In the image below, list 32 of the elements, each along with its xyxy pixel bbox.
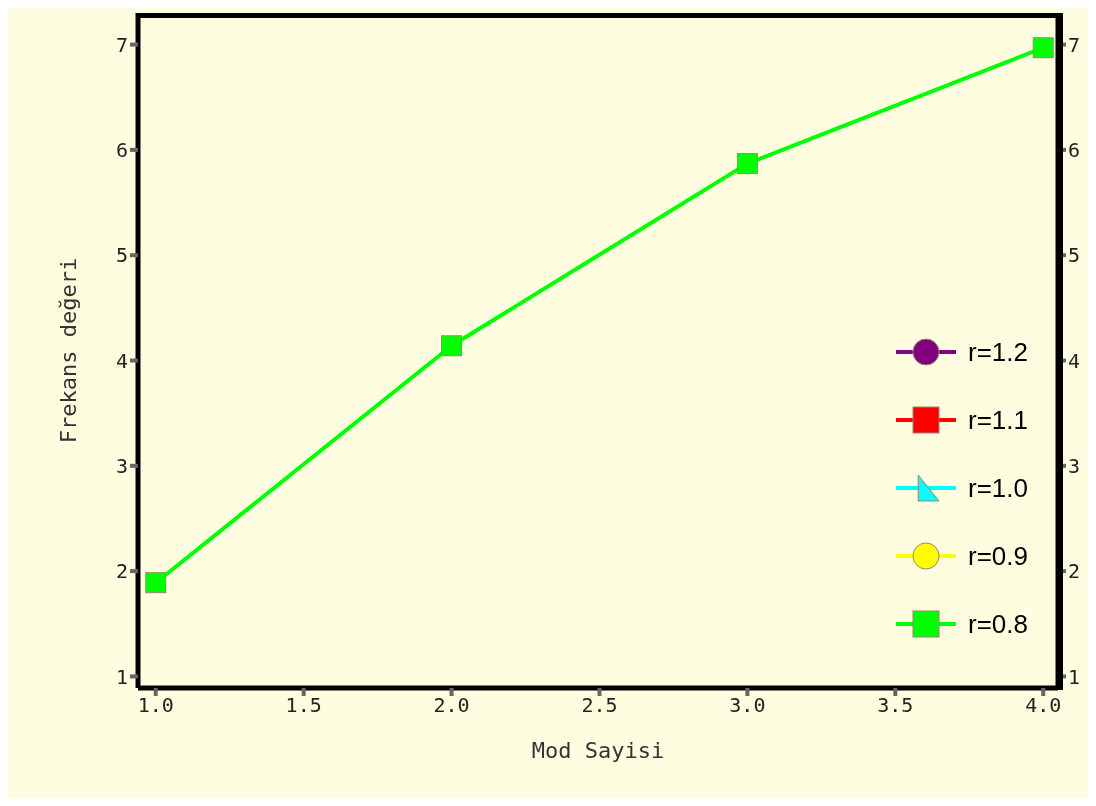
legend-label: r=1.0	[968, 472, 1028, 504]
y2-tick-label: 5	[1068, 243, 1081, 268]
x-tick-label: 2.5	[581, 693, 618, 718]
y-tick-label: 5	[115, 243, 128, 268]
legend-label: r=1.1	[968, 404, 1028, 436]
x-tick-label: 1.0	[137, 693, 174, 718]
point	[145, 572, 167, 594]
point	[441, 335, 463, 357]
x-tick-label: 2.0	[433, 693, 470, 718]
y2-tick-label: 1	[1068, 664, 1081, 689]
y2-tick-label: 4	[1068, 348, 1081, 373]
point	[736, 153, 758, 175]
y-tick-label: 3	[115, 453, 128, 478]
y2-tick-label: 3	[1068, 453, 1081, 478]
x-tick-label: 1.5	[285, 693, 322, 718]
y2-tick-label: 6	[1068, 138, 1081, 162]
legend-label: r=0.8	[968, 608, 1028, 640]
legend-label: r=0.9	[968, 540, 1028, 572]
y2-tick-label: 2	[1068, 559, 1081, 584]
x-tick-label: 3.0	[729, 693, 766, 718]
y2-tick-label: 7	[1068, 32, 1081, 57]
x-tick-label: 4.0	[1025, 693, 1062, 718]
y-tick-label: 2	[115, 559, 128, 584]
y-axis-title: Frekans değeri	[55, 257, 81, 444]
x-tick-label: 3.5	[877, 693, 914, 718]
y-tick-label: 6	[115, 138, 128, 162]
y-tick-label: 4	[115, 348, 128, 373]
y-tick-label: 7	[115, 32, 128, 57]
y-tick-label: 1	[115, 664, 128, 689]
legend-label: r=1.2	[968, 336, 1028, 368]
x-axis-title: Mod Sayisi	[531, 738, 665, 763]
point	[1032, 37, 1054, 59]
